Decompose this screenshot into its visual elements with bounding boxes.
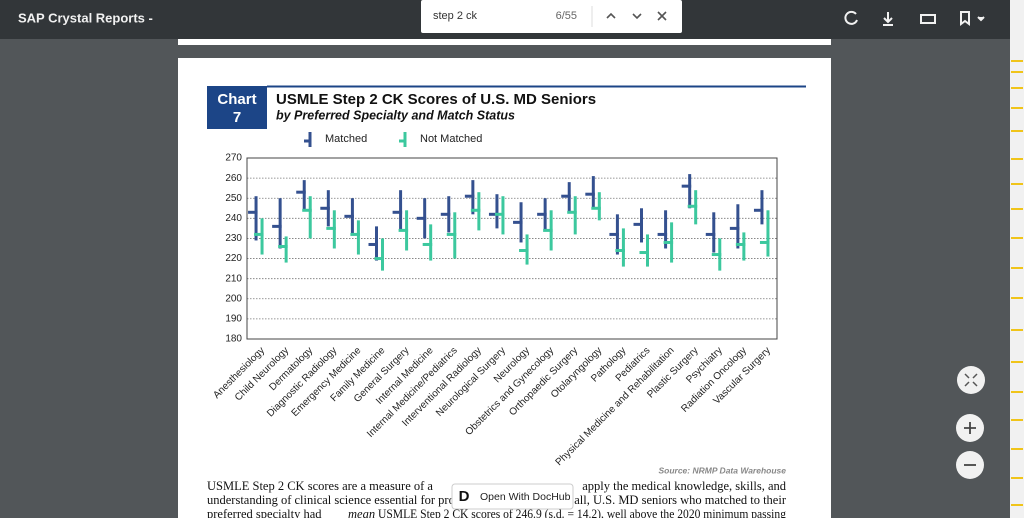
y-tick-label: 190: [225, 314, 242, 325]
chart-subtitle: by Preferred Specialty and Match Status: [276, 108, 515, 122]
y-tick-label: 200: [225, 293, 242, 304]
y-tick-label: 220: [225, 253, 242, 264]
y-tick-label: 230: [225, 233, 242, 244]
y-tick-label: 270: [225, 153, 242, 164]
body-text: mean: [348, 507, 375, 518]
badge-label: Chart: [217, 91, 256, 108]
dochub-logo: D: [459, 488, 470, 505]
print-button[interactable]: [920, 14, 936, 24]
plot-frame: [246, 157, 778, 340]
chart-title: USMLE Step 2 CK Scores of U.S. MD Senior…: [276, 91, 596, 108]
y-tick-label: 250: [225, 193, 242, 204]
legend-label: Not Matched: [420, 133, 482, 145]
fit-button[interactable]: [957, 366, 985, 394]
scrollbar[interactable]: [1010, 0, 1024, 518]
popup-label[interactable]: Open With DocHub: [480, 491, 571, 503]
body-text: USMLE Step 2 CK scores are a measure of …: [207, 479, 433, 493]
bookmark-button[interactable]: [960, 11, 970, 26]
fit-icon: [964, 373, 978, 387]
body-text: apply the medical knowledge, skills, and: [582, 479, 787, 493]
rotate-button[interactable]: [844, 10, 858, 25]
pdf-page: [178, 58, 831, 518]
y-tick-label: 240: [225, 213, 242, 224]
find-next[interactable]: [632, 13, 642, 20]
toolbar-icons: [844, 10, 985, 26]
y-tick-label: 210: [225, 273, 242, 284]
find-close[interactable]: [657, 11, 667, 21]
body-text: USMLE Step 2 CK scores of 246.9 (s.d. = …: [378, 507, 787, 518]
legend-label: Matched: [325, 133, 367, 145]
source-note: Source: NRMP Data Warehouse: [658, 465, 786, 475]
download-button[interactable]: [883, 12, 893, 26]
body-text: understanding of clinical science essent…: [207, 493, 455, 507]
find-count: 6/55: [556, 10, 577, 22]
badge-number: 7: [233, 109, 241, 126]
body-text: preferred specialty had: [207, 507, 322, 518]
body-text: all, U.S. MD seniors who matched to thei…: [574, 493, 787, 507]
zoom-in-icon: [964, 422, 976, 434]
find-previous[interactable]: [606, 12, 616, 19]
bookmark-menu[interactable]: [977, 16, 985, 22]
y-tick-label: 260: [225, 173, 242, 184]
y-tick-label: 180: [225, 334, 242, 345]
find-bar: [421, 0, 682, 33]
chart-badge: [207, 86, 267, 129]
search-hit-markers: [1011, 60, 1023, 506]
doc-title: SAP Crystal Reports -: [18, 10, 153, 25]
dochub-popup[interactable]: [451, 483, 574, 510]
find-input[interactable]: step 2 ck: [433, 10, 478, 22]
